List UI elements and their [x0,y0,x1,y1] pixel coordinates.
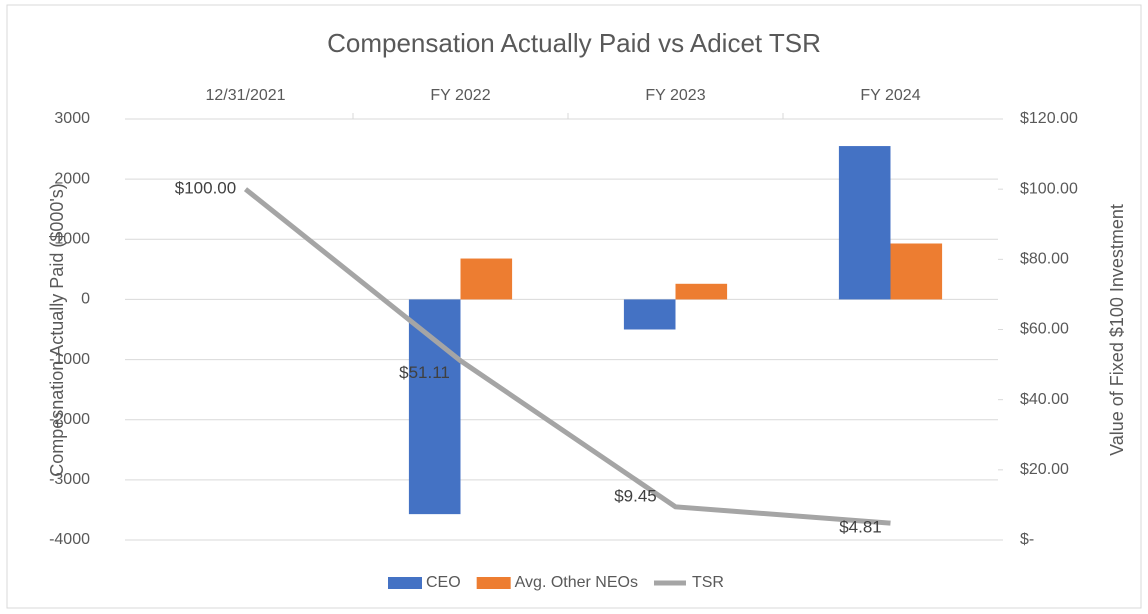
bar [460,258,513,300]
y2-tick-label: $40.00 [1020,391,1069,408]
data-label: $4.81 [839,518,882,537]
y-tick-label: 0 [81,291,90,308]
y-tick-label: -2000 [49,411,90,428]
chart-title: Compensation Actually Paid vs Adicet TSR [327,28,821,58]
chart-border [6,4,1142,609]
y-tick-label: 3000 [54,110,90,127]
data-label: $100.00 [175,179,236,198]
y2-tick-label: $120.00 [1020,110,1078,127]
legend-label: TSR [692,574,724,591]
y-tick-label: 1000 [54,231,90,248]
y-tick-label: 2000 [54,170,90,187]
y2-tick-label: $20.00 [1020,461,1069,478]
y2-tick-label: $- [1020,531,1034,548]
y2-axis-title: Value of Fixed $100 Investment [1107,204,1127,456]
y-axis-title: Compesnation Actually Paid ($000's) [47,183,67,477]
legend-label: CEO [426,574,461,591]
y-tick-label: -1000 [49,351,90,368]
legend-swatch [388,577,422,589]
legend-label: Avg. Other NEOs [515,574,638,591]
bar [890,243,943,300]
bar [838,146,891,300]
line [243,187,891,526]
y-tick-label: -4000 [49,531,90,548]
y-tick-label: -3000 [49,471,90,488]
x-tick-label: FY 2024 [860,87,920,104]
y2-tick-label: $60.00 [1020,321,1069,338]
data-label: $51.11 [399,363,450,382]
bar [675,283,728,300]
legend-swatch [476,577,511,589]
data-label: $9.45 [614,486,657,505]
x-tick-label: FY 2023 [645,87,705,104]
bar [408,299,461,515]
y2-tick-label: $100.00 [1020,180,1078,197]
bar [623,299,676,330]
x-tick-label: 12/31/2021 [205,87,285,104]
y2-tick-label: $80.00 [1020,251,1069,268]
x-tick-label: FY 2022 [430,87,490,104]
